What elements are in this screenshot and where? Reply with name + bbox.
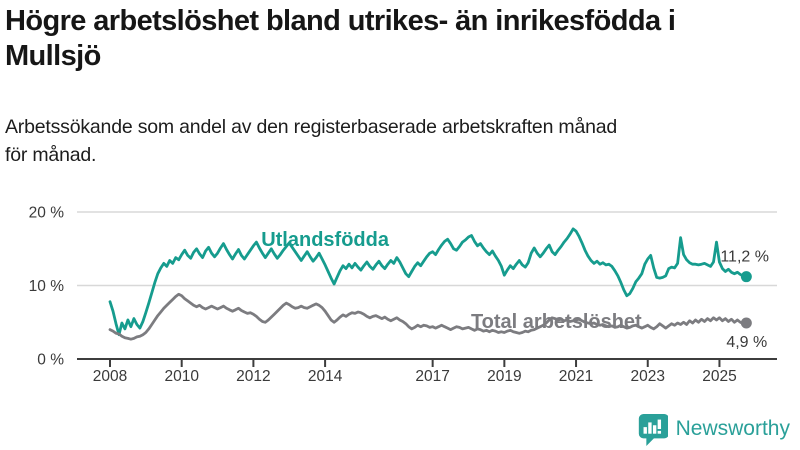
- chart-subtitle-line-1: Arbetssökande som andel av den registerb…: [5, 116, 618, 138]
- end-dot-total: [740, 317, 752, 329]
- x-tick-label-2021: 2021: [559, 368, 593, 385]
- chart-subtitle-line-2: för månad.: [5, 143, 97, 166]
- series-label-total: Total arbetslöshet: [471, 311, 642, 333]
- y-tick-label-10: 10 %: [29, 278, 65, 295]
- series-line-total: [108, 292, 748, 341]
- x-tick-label-2012: 2012: [236, 368, 270, 385]
- exclamation-dot: [657, 430, 661, 434]
- series-label-utlandsfodda: Utlandsfödda: [261, 229, 390, 251]
- x-tick-label-2008: 2008: [93, 368, 127, 385]
- end-value-label-utlandsfodda: 11,2 %: [720, 249, 769, 266]
- chart-title-line-2: Mullsjö: [5, 39, 101, 72]
- x-tick-label-2019: 2019: [487, 368, 521, 385]
- x-tick-label-2025: 2025: [702, 368, 736, 385]
- bar-tall: [647, 422, 652, 434]
- x-tick-label-2023: 2023: [631, 368, 665, 385]
- exclamation-bar: [657, 419, 661, 429]
- newsworthy-wordmark: Newsworthy: [675, 417, 790, 440]
- bar-medium: [652, 425, 656, 434]
- x-tick-label-2010: 2010: [164, 368, 199, 385]
- y-tick-label-20: 20 %: [29, 205, 65, 222]
- bar-small: [643, 427, 647, 434]
- newsworthy-icon: [638, 413, 668, 446]
- x-tick-label-2017: 2017: [415, 368, 449, 385]
- chart-subtitle: Arbetssökande som andel av den registerb…: [5, 114, 765, 169]
- chart-title-line-1: Högre arbetslöshet bland utrikes- än inr…: [5, 5, 676, 37]
- chart-title: Högre arbetslöshet bland utrikes- än inr…: [5, 4, 793, 74]
- end-value-label-total: 4,9 %: [726, 334, 767, 351]
- newsworthy-logo[interactable]: Newsworthy: [636, 412, 790, 446]
- end-dot-utlandsfodda: [740, 271, 752, 283]
- x-tick-label-2014: 2014: [308, 368, 343, 385]
- y-tick-label-0: 0 %: [37, 352, 64, 369]
- series-line-utlandsfodda: [108, 227, 748, 337]
